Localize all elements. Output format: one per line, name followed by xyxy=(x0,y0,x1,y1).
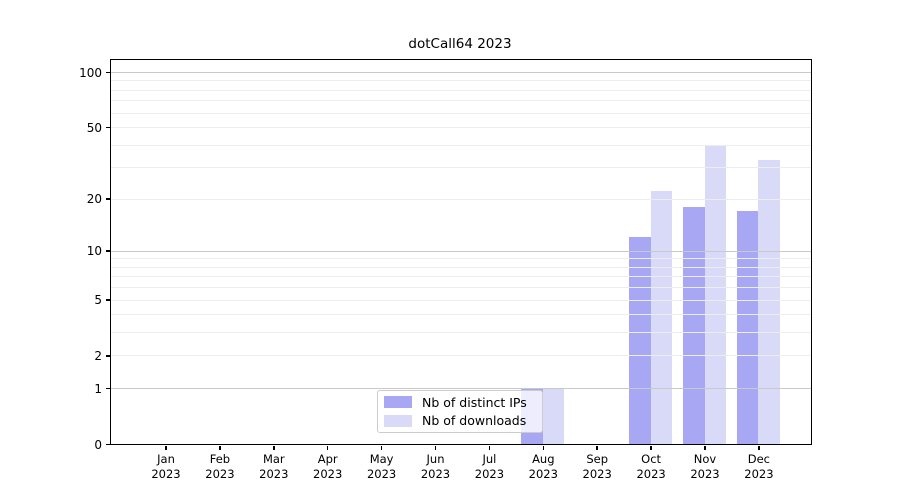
gridline-minor xyxy=(111,299,811,301)
gridline-minor xyxy=(111,287,811,289)
y-tick-mark xyxy=(106,198,110,200)
legend-label: Nb of distinct IPs xyxy=(422,394,527,410)
gridline-minor xyxy=(111,89,811,91)
x-tick-mark xyxy=(434,446,437,450)
x-tick-label: Sep 2023 xyxy=(582,452,612,481)
gridline-minor xyxy=(111,258,811,260)
gridline-minor xyxy=(111,80,811,82)
x-tick-label: Mar 2023 xyxy=(259,452,289,481)
y-tick-mark xyxy=(106,299,110,301)
bar-downloads-oct xyxy=(650,191,673,444)
x-tick-mark xyxy=(165,446,167,450)
x-tick-mark xyxy=(273,446,275,450)
x-tick-mark xyxy=(650,446,652,450)
distinct-ips-swatch-icon xyxy=(384,396,412,409)
x-tick-label: Aug 2023 xyxy=(528,452,558,481)
bar-ips-dec xyxy=(736,211,759,444)
bar-ips-oct xyxy=(629,237,651,444)
gridline-minor xyxy=(111,355,811,357)
x-tick-mark xyxy=(758,446,760,450)
x-tick-mark xyxy=(488,446,491,450)
bar-downloads-dec xyxy=(758,159,780,444)
gridline-minor xyxy=(111,266,811,268)
legend: Nb of distinct IPs Nb of downloads xyxy=(377,390,543,433)
y-tick-label: 50 xyxy=(86,120,102,135)
bar-downloads-aug xyxy=(542,388,565,444)
y-tick-label: 10 xyxy=(86,244,102,259)
gridline-minor xyxy=(111,112,811,114)
y-tick-label: 100 xyxy=(79,65,102,80)
gridline-minor xyxy=(111,167,811,169)
x-tick-label: Oct 2023 xyxy=(636,452,666,481)
gridline-minor xyxy=(111,198,811,200)
x-tick-mark xyxy=(219,446,221,450)
legend-label: Nb of downloads xyxy=(422,413,527,429)
x-tick-label: Feb 2023 xyxy=(205,452,235,481)
x-tick-label: May 2023 xyxy=(366,452,397,481)
gridline-major xyxy=(111,388,811,390)
y-tick-label: 2 xyxy=(94,348,102,363)
x-tick-mark xyxy=(542,446,545,450)
chart-title: dotCall64 2023 xyxy=(408,36,512,52)
y-tick-mark xyxy=(106,126,110,129)
plot-area xyxy=(110,59,812,445)
gridline-major xyxy=(111,72,811,73)
x-tick-mark xyxy=(596,446,598,450)
y-tick-label: 5 xyxy=(94,293,102,308)
gridline-minor xyxy=(111,100,811,102)
gridline-minor xyxy=(111,127,811,129)
y-tick-mark xyxy=(106,250,110,252)
gridline-minor xyxy=(111,314,811,316)
y-tick-mark xyxy=(106,387,110,390)
y-tick-label: 1 xyxy=(94,381,102,396)
x-tick-label: Dec 2023 xyxy=(744,452,774,481)
bar-ips-nov xyxy=(683,206,705,444)
x-tick-label: Nov 2023 xyxy=(690,452,720,481)
y-tick-mark xyxy=(106,355,110,357)
gridline-major xyxy=(111,250,811,252)
legend-item-distinct-ips: Nb of distinct IPs xyxy=(384,393,536,411)
y-tick-mark xyxy=(106,71,110,74)
x-tick-label: Jul 2023 xyxy=(474,452,505,481)
x-tick-label: Jun 2023 xyxy=(420,452,451,481)
x-tick-label: Apr 2023 xyxy=(313,452,343,481)
x-tick-mark xyxy=(704,446,706,450)
gridline-minor xyxy=(111,332,811,334)
y-tick-label: 0 xyxy=(94,437,102,452)
x-tick-label: Jan 2023 xyxy=(151,452,181,481)
gridline-minor xyxy=(111,276,811,278)
x-tick-mark xyxy=(380,446,383,450)
legend-item-downloads: Nb of downloads xyxy=(384,412,536,430)
y-tick-label: 20 xyxy=(86,192,102,207)
gridline-minor xyxy=(111,144,811,146)
y-tick-mark xyxy=(106,443,110,446)
x-tick-mark xyxy=(326,446,329,450)
bar-downloads-nov xyxy=(704,144,726,444)
downloads-swatch-icon xyxy=(384,414,412,427)
